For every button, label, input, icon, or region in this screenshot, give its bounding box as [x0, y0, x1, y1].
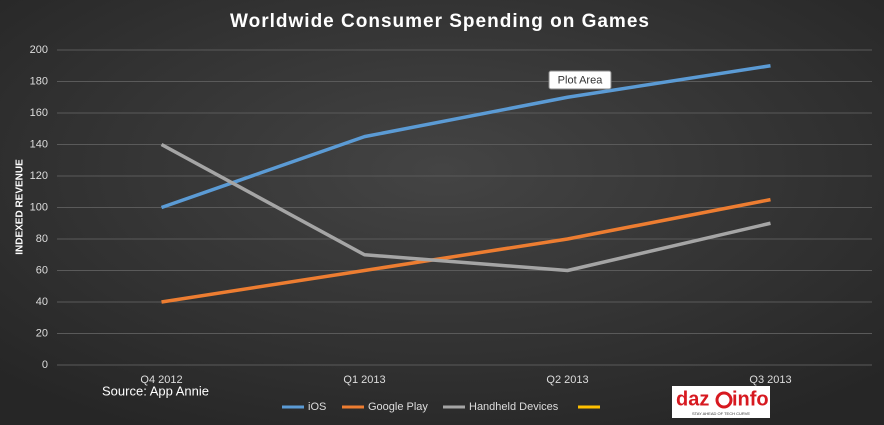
x-tick-label: Q1 2013: [343, 374, 385, 386]
y-tick-label: 80: [36, 233, 48, 245]
series-line: [161, 197, 771, 304]
y-tick-label: 100: [30, 201, 48, 213]
legend-label: Google Play: [368, 401, 428, 413]
chart-title: Worldwide Consumer Spending on Games: [230, 11, 650, 32]
logo-tagline: STAY AHEAD OF TECH CURVE: [692, 411, 750, 416]
logo: daz info STAY AHEAD OF TECH CURVE: [672, 386, 770, 418]
tooltip-text: Plot Area: [558, 74, 604, 86]
y-tick-label: 180: [30, 75, 48, 87]
y-tick-label: 160: [30, 107, 48, 119]
logo-left: daz: [676, 388, 709, 410]
y-axis-label: INDEXED REVENUE: [15, 159, 26, 255]
legend-label: Handheld Devices: [469, 401, 559, 413]
x-tick-label: Q3 2013: [749, 374, 791, 386]
series-line: [160, 142, 771, 273]
y-tick-label: 60: [36, 264, 48, 276]
logo-icon: [715, 391, 733, 409]
y-tick-label: 140: [30, 138, 48, 150]
series-line: [160, 64, 771, 210]
tooltip-box: [548, 70, 612, 90]
tooltip: Plot Area: [548, 70, 612, 90]
source: Source: App Annie: [102, 383, 209, 398]
x-tick-label: Q4 2012: [140, 374, 182, 386]
y-tick-label: 40: [36, 296, 48, 308]
y-tick-label: 200: [30, 44, 48, 56]
logo-right: info: [732, 388, 769, 410]
y-tick-label: 0: [42, 359, 48, 371]
y-tick-label: 20: [36, 327, 48, 339]
y-tick-label: 120: [30, 170, 48, 182]
legend-label: iOS: [308, 401, 326, 413]
x-tick-label: Q2 2013: [546, 374, 588, 386]
logo-box: [672, 386, 770, 418]
